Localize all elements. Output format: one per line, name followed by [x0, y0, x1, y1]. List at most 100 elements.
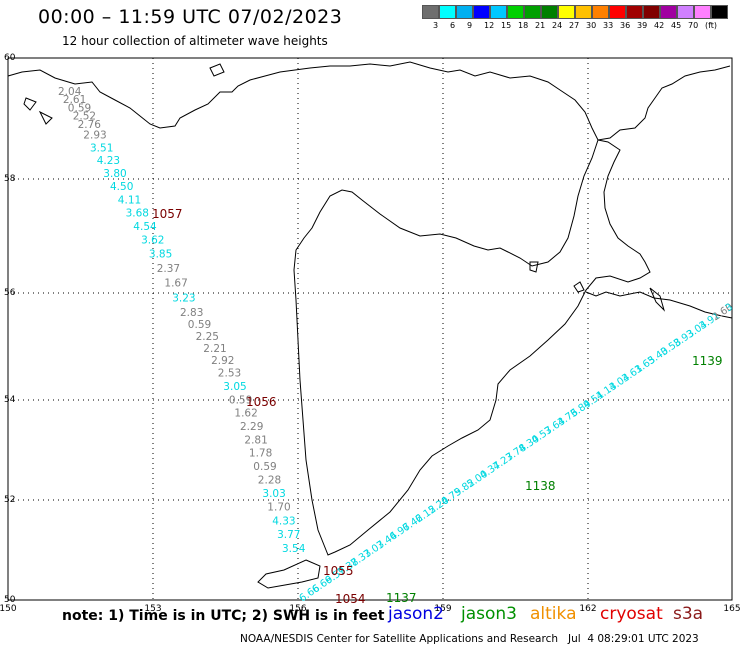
- color-scale-label: 12: [484, 21, 495, 30]
- legend-jason2: jason2: [388, 604, 444, 624]
- wave-height-label: 4.54: [133, 221, 157, 233]
- wave-height-label: 0.59: [253, 461, 276, 473]
- track-id-label: 1138: [525, 479, 556, 493]
- color-scale-label: 33: [603, 21, 614, 30]
- footer-credit: NOAA/NESDIS Center for Satellite Applica…: [240, 633, 699, 645]
- wave-height-label: 3: [724, 302, 735, 315]
- color-scale-swatch: [507, 5, 524, 19]
- legend-jason3: jason3: [461, 604, 517, 624]
- track-id-label: 1139: [692, 354, 723, 368]
- color-scale-swatch: [473, 5, 490, 19]
- lat-tick-label: 56: [4, 288, 16, 298]
- legend-note-text: note: 1) Time is in UTC; 2) SWH is in fe…: [62, 608, 385, 624]
- wave-height-label: 3.80: [103, 168, 126, 180]
- lon-tick-label: 150: [0, 604, 17, 614]
- graticule: 150 153 156 159 162 165 60 58 56 54 52 50: [0, 53, 740, 614]
- color-scale-label: 24: [552, 21, 563, 30]
- track-id-label: 1055: [323, 564, 354, 578]
- color-scale-swatch: [660, 5, 677, 19]
- legend-s3a: s3a: [673, 604, 704, 624]
- lon-tick-label: 159: [434, 604, 451, 614]
- wave-height-label: 4.11: [118, 194, 141, 206]
- color-scale-swatch: [609, 5, 626, 19]
- color-scale-label: 39: [637, 21, 648, 30]
- wave-height-label: 2.92: [211, 355, 234, 367]
- track-id-label: 1057: [152, 207, 183, 221]
- wave-height-label: 0.59: [188, 319, 211, 331]
- page-subtitle: 12 hour collection of altimeter wave hei…: [62, 34, 328, 48]
- lon-tick-label: 162: [579, 604, 596, 614]
- lon-tick-label: 165: [723, 604, 740, 614]
- map-frame: [7, 57, 733, 601]
- color-scale-label: 21: [535, 21, 546, 30]
- wave-height-label: 2.53: [218, 368, 241, 380]
- color-scale-label: 45: [671, 21, 682, 30]
- color-scale-boxes: [422, 5, 728, 19]
- wave-height-label: 3.51: [90, 142, 113, 154]
- wave-height-label: 2.04: [58, 86, 82, 98]
- color-scale-swatch: [541, 5, 558, 19]
- color-scale-swatch: [422, 5, 439, 19]
- color-scale-swatch: [694, 5, 711, 19]
- wave-height-label: 3.85: [149, 248, 172, 260]
- lat-tick-label: 60: [4, 53, 16, 63]
- color-scale-swatch: [626, 5, 643, 19]
- color-scale-swatch: [558, 5, 575, 19]
- wave-height-label: 2.76: [78, 119, 102, 131]
- legend-cryosat: cryosat: [600, 604, 663, 624]
- color-scale-labels: 3 6 9 12 15 18 21 24 27 30 33 36 39 42 45 70 (ft): [422, 19, 728, 31]
- wave-height-label: 1.62: [234, 408, 257, 420]
- wave-height-label: 0.59: [229, 394, 252, 406]
- wave-height-label: 3.77: [277, 529, 300, 541]
- east-track-labels: 6.666.696.597.387.337.037.446.976.426.12…: [298, 302, 736, 605]
- wave-height-label: 4.33: [272, 515, 295, 527]
- color-scale-label: 30: [586, 21, 597, 30]
- wave-height-label: 3.68: [126, 208, 149, 220]
- lon-tick-label: 156: [289, 604, 306, 614]
- wave-height-label: 1.70: [267, 502, 290, 514]
- color-scale: 3 6 9 12 15 18 21 24 27 30 33 36 39 42 45 70 (ft): [422, 5, 728, 31]
- wave-height-label: 0.59: [68, 102, 91, 114]
- color-scale-label: (ft): [705, 21, 718, 30]
- color-scale-swatch: [456, 5, 473, 19]
- wave-height-label: 3.05: [223, 381, 246, 393]
- color-scale-swatch: [439, 5, 456, 19]
- wave-height-label: 2.93: [83, 129, 106, 141]
- lat-tick-label: 58: [4, 174, 16, 184]
- wave-height-label: 4.50: [110, 181, 133, 193]
- wave-height-label: 2.25: [196, 331, 219, 343]
- color-scale-label: 27: [569, 21, 580, 30]
- wave-height-label: 2.29: [240, 421, 263, 433]
- wave-height-label: 2.83: [180, 307, 203, 319]
- lat-tick-label: 52: [4, 495, 15, 505]
- color-scale-swatch: [490, 5, 507, 19]
- wave-height-label: 2.81: [244, 434, 267, 446]
- wave-height-label: 1.67: [164, 278, 187, 290]
- legend-note: note: 1) Time is in UTC; 2) SWH is in fe…: [62, 608, 384, 624]
- lat-tick-label: 50: [4, 595, 16, 605]
- wave-height-label: 3.62: [141, 234, 164, 246]
- color-scale-swatch: [677, 5, 694, 19]
- track-id-label: 1054: [335, 592, 366, 606]
- page-title: 00:00 – 11:59 UTC 07/02/2023: [38, 6, 343, 28]
- track-id-label: 1056: [246, 395, 277, 409]
- wave-height-label: 2.52: [73, 111, 96, 123]
- west-track-labels: 2.042.610.592.522.762.933.514.233.804.50…: [58, 86, 306, 555]
- wave-height-label: 3.23: [172, 292, 195, 304]
- lon-tick-label: 153: [144, 604, 161, 614]
- color-scale-swatch: [643, 5, 660, 19]
- color-scale-swatch: [524, 5, 541, 19]
- legend-altika: altika: [530, 604, 577, 624]
- color-scale-swatch: [592, 5, 609, 19]
- wave-height-label: 3.03: [262, 488, 285, 500]
- wave-height-label: 2.37: [157, 263, 180, 275]
- wave-height-label: 4.23: [97, 155, 120, 167]
- color-scale-label: 36: [620, 21, 631, 30]
- coastline: [7, 61, 733, 589]
- color-scale-label: 18: [518, 21, 529, 30]
- wave-height-label: 3.54: [282, 543, 306, 555]
- wave-height-label: 2.28: [258, 474, 281, 486]
- color-scale-label: 9: [467, 21, 473, 30]
- track-id-label: 1137: [386, 591, 417, 605]
